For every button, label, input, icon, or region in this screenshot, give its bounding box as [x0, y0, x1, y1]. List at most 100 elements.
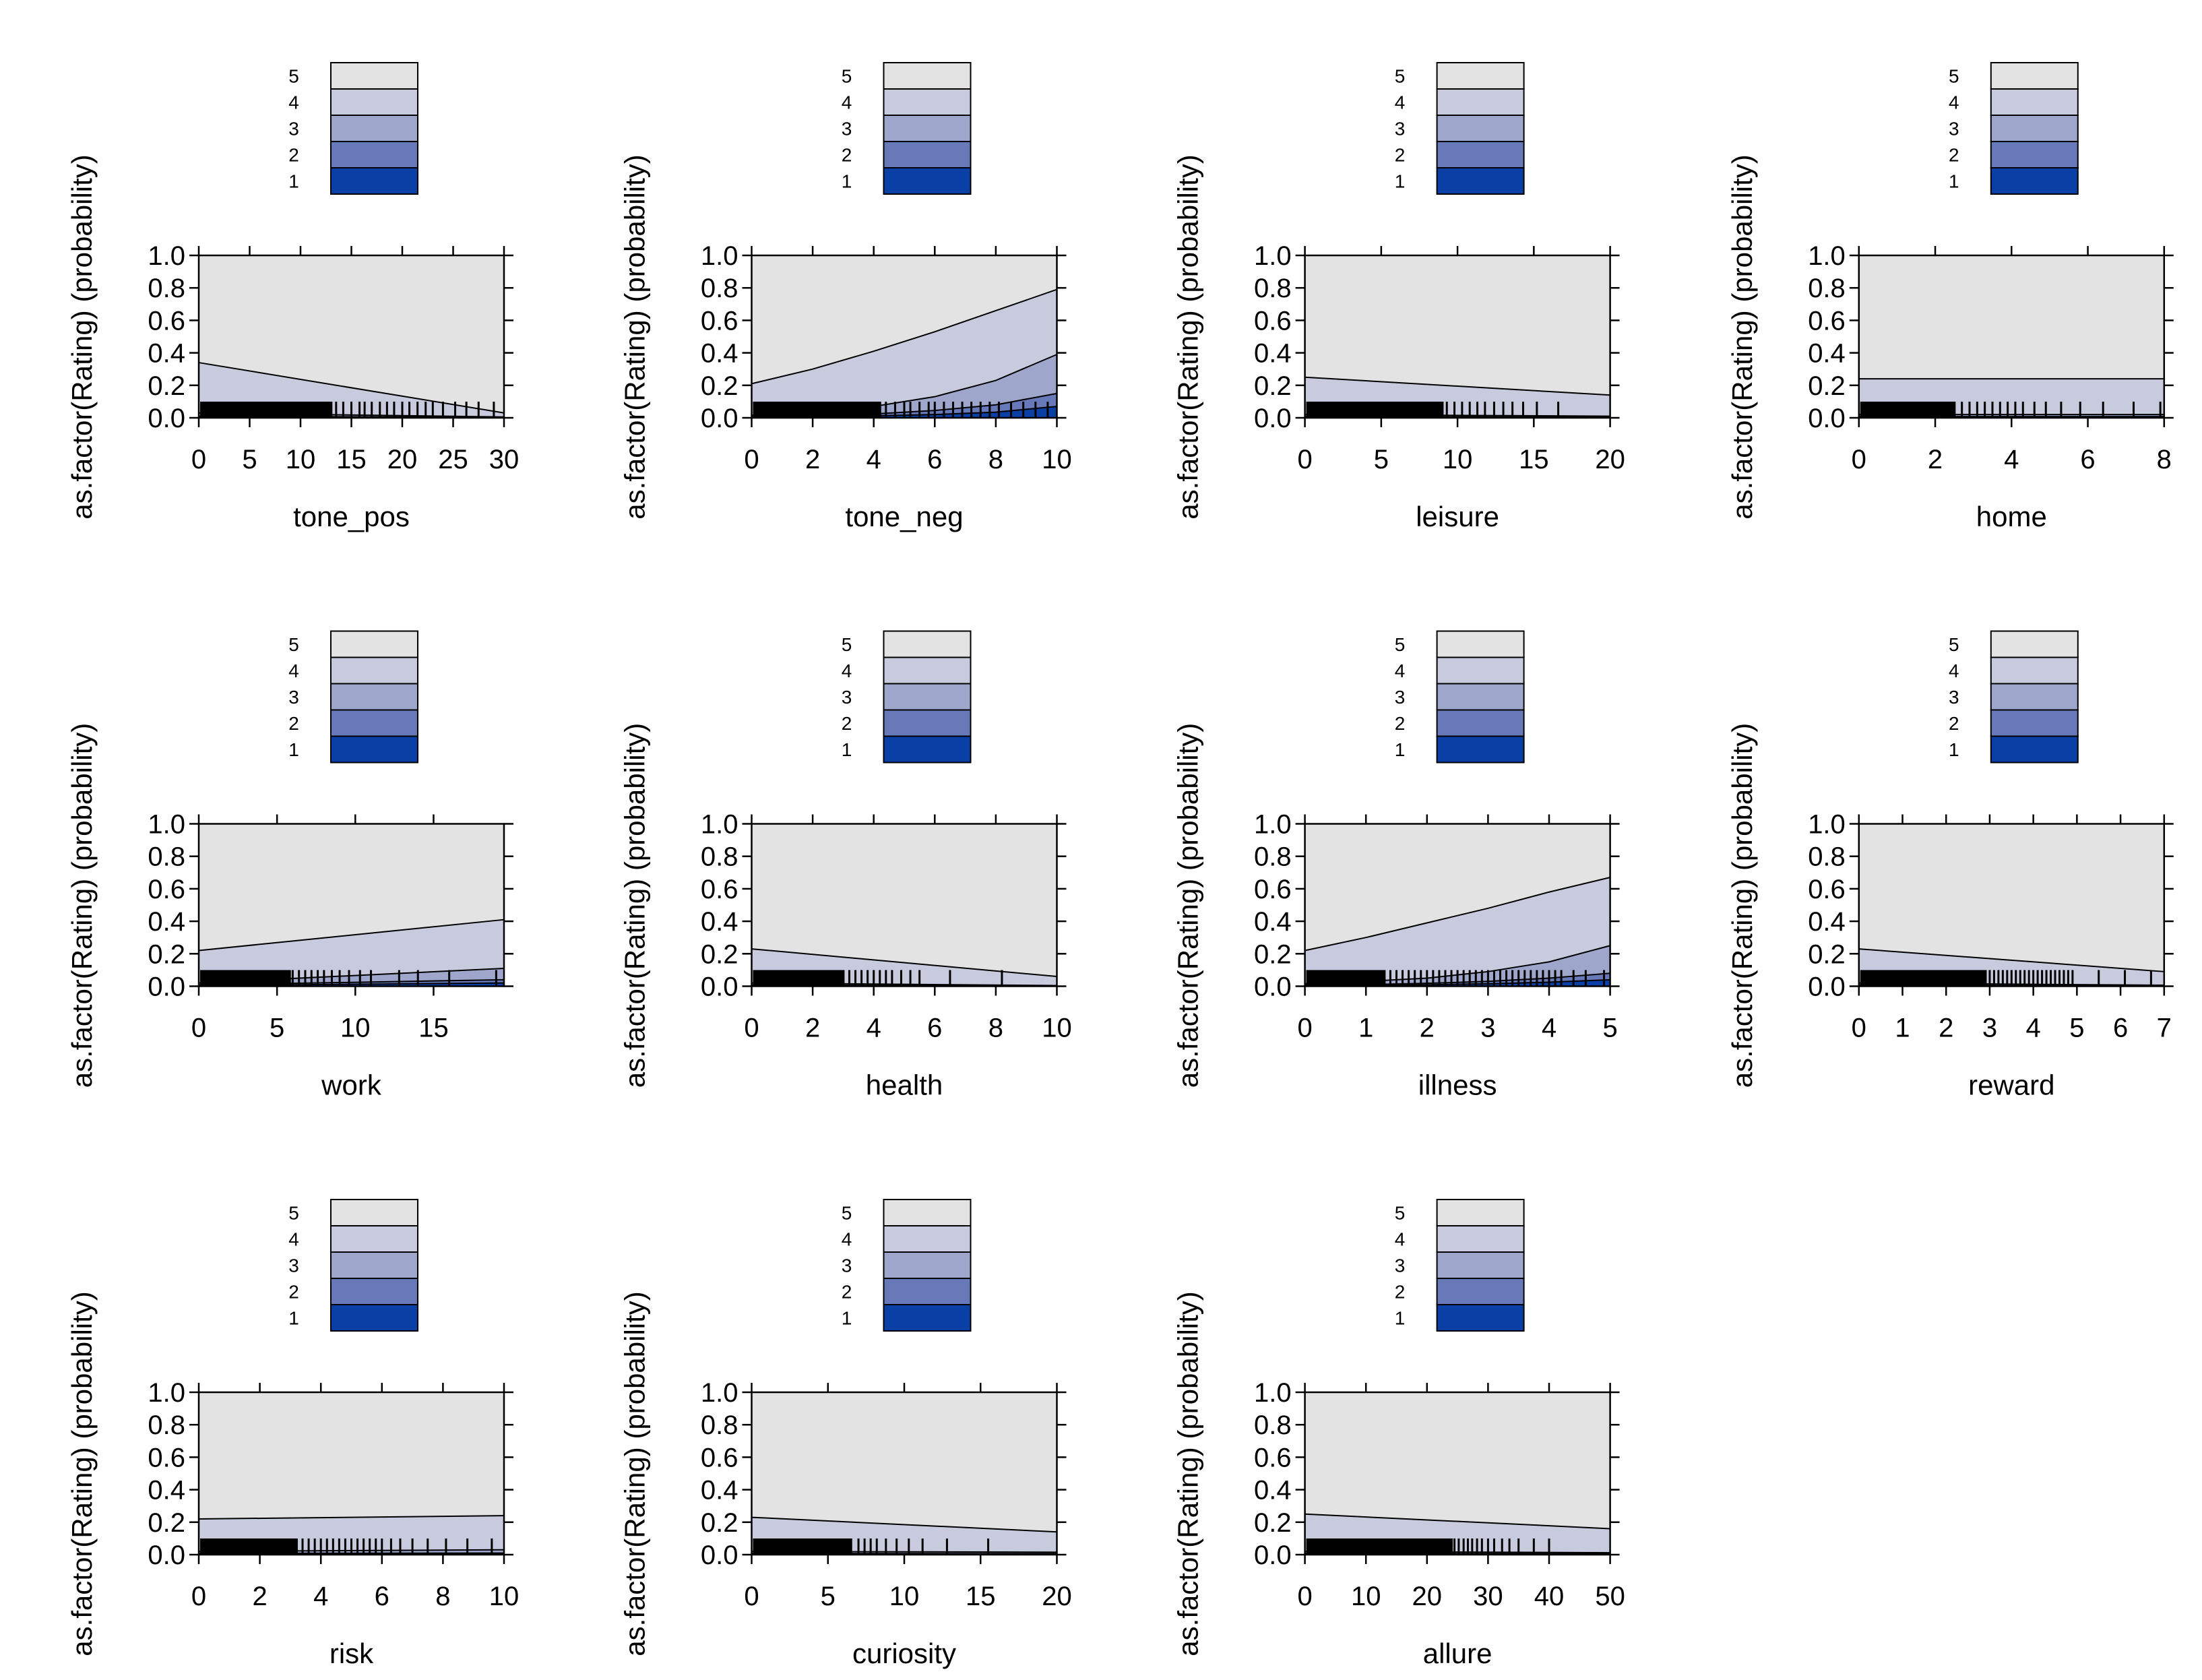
area-rating-5 — [1858, 823, 2164, 972]
legend-label-5: 5 — [842, 1203, 852, 1224]
y-axis-title: as.factor(Rating) (probability) — [66, 154, 98, 520]
legend-swatch-5 — [1436, 1199, 1525, 1226]
legend-label-4: 4 — [1395, 1229, 1406, 1250]
x-tick-label: 25 — [438, 445, 468, 474]
legend-label-5: 5 — [842, 66, 852, 87]
area-rating-5 — [751, 255, 1057, 384]
y-tick-label: 1.0 — [1254, 1378, 1292, 1408]
x-tick-label: 0 — [191, 445, 206, 474]
y-tick-label: 0.4 — [148, 1476, 185, 1505]
legend-swatch-4 — [1990, 656, 2079, 685]
legend-label-3: 3 — [842, 119, 852, 139]
boundary-le4 — [751, 288, 1057, 385]
boundary-le4 — [1304, 877, 1610, 952]
boundary-le4 — [1304, 376, 1610, 396]
rug-dense — [1860, 970, 1987, 987]
y-tick-label: 1.0 — [701, 1378, 738, 1408]
y-tick-label: 0.4 — [148, 907, 185, 937]
legend-swatch-4 — [883, 88, 972, 116]
legend-swatch-1 — [1990, 735, 2079, 764]
x-tick-label: 20 — [1412, 1582, 1443, 1611]
legend-label-1: 1 — [1949, 739, 1959, 760]
x-tick-label: 20 — [1595, 445, 1625, 474]
legend-label-4: 4 — [1949, 92, 1959, 113]
legend-swatch-3 — [883, 115, 972, 142]
x-axis-title: leisure — [1416, 501, 1499, 532]
x-tick-label: 5 — [270, 1014, 284, 1043]
y-tick-label: 0.2 — [1254, 939, 1292, 969]
legend-label-3: 3 — [842, 687, 852, 708]
y-tick-label: 0.8 — [148, 842, 185, 872]
y-tick-label: 0.8 — [701, 842, 738, 872]
legend-swatch-4 — [1436, 1225, 1525, 1253]
area-rating-4 — [199, 919, 504, 983]
panel-curiosity: 5 4 3 2 1 0.0 0.2 0.4 0.6 0.81.0 0 5 10 15 20 curiosity… — [619, 1199, 1072, 1669]
legend-swatch-3 — [1990, 683, 2079, 711]
legend-label-3: 3 — [288, 687, 299, 708]
legend-label-5: 5 — [1949, 634, 1959, 655]
y-tick-label: 0.0 — [701, 404, 738, 433]
panel-tone_neg: 5 4 3 2 1 0.0 0.20.40.6 0.8 1.0 0 2 4 6 8 10 tone_neg as… — [619, 62, 1072, 532]
legend-label-4: 4 — [288, 1229, 299, 1250]
plot-frame — [197, 823, 505, 987]
y-tick-label: 0.8 — [701, 1410, 738, 1440]
panel-home: 5 4 3 2 1 0.0 0.20.40.6 0.8 1.0 0 2 4 6 8 home as.facto… — [1726, 62, 2174, 532]
legend-swatch-5 — [883, 62, 972, 90]
y-tick-label: 1.0 — [1254, 810, 1292, 840]
y-tick-label: 0.0 — [1254, 404, 1292, 433]
y-tick-label: 0.8 — [701, 274, 738, 303]
legend-swatch-5 — [330, 1199, 418, 1226]
boundary-le4 — [751, 1516, 1057, 1533]
y-tick-label: 1.0 — [148, 1378, 185, 1408]
y-tick-label: 0.8 — [1254, 1410, 1292, 1440]
y-tick-label: 0.2 — [148, 939, 185, 969]
y-tick-label: 0.0 — [148, 1541, 185, 1570]
legend-swatch-2 — [1990, 709, 2079, 737]
legend-label-5: 5 — [288, 1203, 299, 1224]
x-axis-title: home — [1976, 501, 2047, 532]
legend-label-1: 1 — [1395, 739, 1406, 760]
x-tick-label: 15 — [418, 1014, 449, 1043]
legend-swatch-2 — [1436, 1278, 1525, 1305]
y-tick-label: 0.2 — [701, 371, 738, 401]
legend-label-1: 1 — [842, 1308, 852, 1329]
y-tick-label: 0.0 — [701, 1541, 738, 1570]
legend-label-3: 3 — [1949, 687, 1959, 708]
y-tick-label: 0.6 — [701, 306, 738, 336]
y-tick-label: 0.8 — [148, 274, 185, 303]
plot-frame — [751, 254, 1058, 419]
legend-label-2: 2 — [1395, 713, 1406, 734]
boundary-le4 — [751, 948, 1057, 978]
legend-swatch-2 — [1436, 141, 1525, 168]
legend-label-5: 5 — [288, 66, 299, 87]
x-tick-label: 10 — [1042, 445, 1072, 474]
x-tick-label: 10 — [1351, 1582, 1381, 1611]
x-tick-label: 4 — [1542, 1014, 1556, 1043]
legend-label-4: 4 — [288, 660, 299, 681]
legend-label-5: 5 — [1395, 66, 1406, 87]
y-axis-title: as.factor(Rating) (probability) — [1172, 1291, 1204, 1656]
y-tick-label: 0.0 — [701, 972, 738, 1002]
legend-swatch-1 — [330, 735, 418, 764]
x-tick-label: 6 — [927, 1014, 942, 1043]
y-tick-label: 0.2 — [1254, 1508, 1292, 1538]
x-axis-title: tone_neg — [845, 501, 963, 532]
rug-dense — [1306, 970, 1386, 987]
legend-label-5: 5 — [288, 634, 299, 655]
y-tick-label: 0.2 — [1808, 939, 1846, 969]
x-tick-label: 10 — [889, 1582, 920, 1611]
y-tick-label: 0.2 — [148, 1508, 185, 1538]
panel-health: 5 4 3 2 1 0.00.20.4 0.6 0.81.0 0 2 4 6 8 10 health as.f… — [619, 630, 1072, 1101]
area-rating-5 — [199, 823, 504, 951]
y-tick-label: 0.8 — [1808, 274, 1846, 303]
x-tick-label: 2 — [1939, 1014, 1953, 1043]
legend-swatch-5 — [883, 630, 972, 658]
x-tick-label: 40 — [1534, 1582, 1565, 1611]
legend-swatch-3 — [330, 1251, 418, 1279]
legend-label-4: 4 — [1395, 660, 1406, 681]
y-tick-label: 0.0 — [1808, 972, 1846, 1002]
legend-swatch-5 — [883, 1199, 972, 1226]
y-tick-label: 0.4 — [1808, 339, 1846, 369]
rug-dense — [200, 970, 291, 987]
